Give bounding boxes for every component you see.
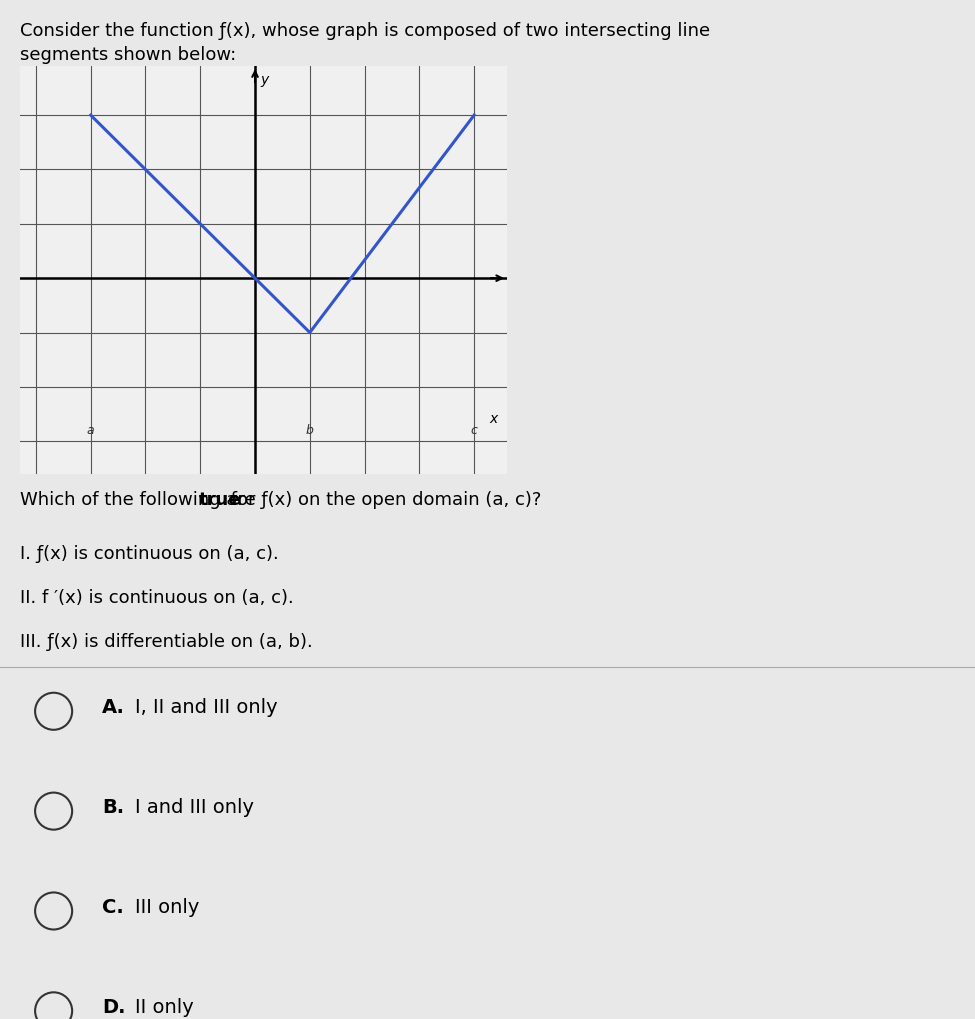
Text: Consider the function ƒ(x), whose graph is composed of two intersecting line: Consider the function ƒ(x), whose graph …	[20, 22, 710, 41]
Text: A.: A.	[102, 698, 125, 717]
Text: I and III only: I and III only	[135, 798, 254, 817]
Text: c: c	[471, 424, 478, 437]
Text: III only: III only	[135, 898, 199, 917]
Text: III. ƒ(x) is differentiable on (a, b).: III. ƒ(x) is differentiable on (a, b).	[20, 633, 312, 651]
Text: for ƒ(x) on the open domain (a, c)?: for ƒ(x) on the open domain (a, c)?	[225, 491, 541, 510]
Text: true: true	[199, 491, 241, 510]
Text: x: x	[489, 413, 497, 427]
Text: II only: II only	[135, 998, 193, 1017]
Text: Which of the following are: Which of the following are	[20, 491, 261, 510]
Text: b: b	[306, 424, 314, 437]
Text: I. ƒ(x) is continuous on (a, c).: I. ƒ(x) is continuous on (a, c).	[20, 545, 278, 564]
Text: I, II and III only: I, II and III only	[135, 698, 277, 717]
Text: a: a	[87, 424, 95, 437]
Text: II. f ′(x) is continuous on (a, c).: II. f ′(x) is continuous on (a, c).	[20, 589, 293, 607]
Text: B.: B.	[102, 798, 125, 817]
Text: segments shown below:: segments shown below:	[20, 46, 236, 64]
Text: D.: D.	[102, 998, 126, 1017]
Text: C.: C.	[102, 898, 124, 917]
Text: y: y	[260, 72, 269, 87]
